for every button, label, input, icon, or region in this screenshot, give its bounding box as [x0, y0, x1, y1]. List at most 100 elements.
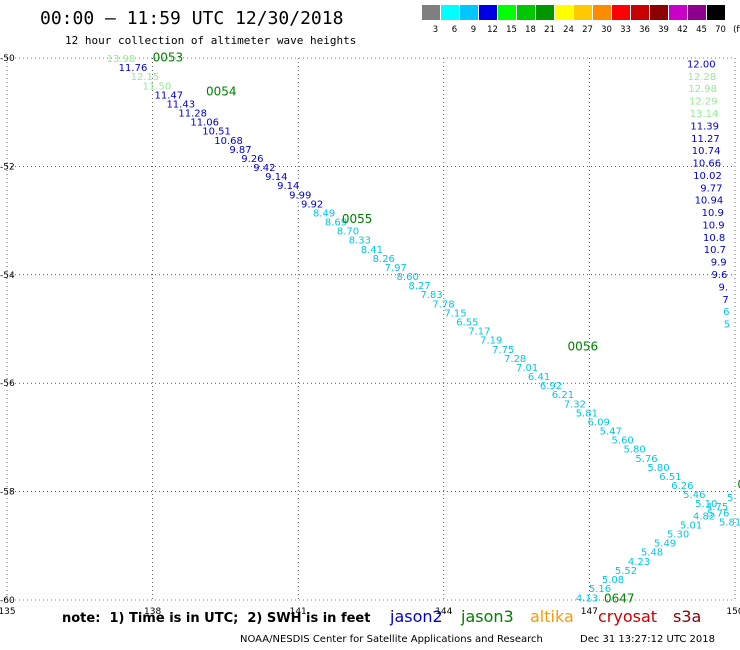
swh-value-label: 10.8 — [703, 233, 725, 244]
swh-value-label: 9.87 — [229, 145, 251, 156]
swh-value-label: 11.43 — [166, 99, 195, 110]
swh-value-label: 5.47 — [600, 427, 622, 438]
scale-label: 24 — [563, 25, 574, 35]
swh-value-label: 5.81 — [576, 408, 598, 419]
swh-value-label: 5 — [727, 493, 733, 504]
swh-value-label: 4.23 — [628, 557, 650, 568]
swh-value-label: 7.17 — [468, 327, 490, 338]
swh-value-label: 8.70 — [337, 227, 359, 238]
chart-title: 00:00 — 11:59 UTC 12/30/2018 — [40, 8, 344, 29]
swh-value-label: 11.39 — [690, 121, 719, 132]
scale-label: 45 — [696, 25, 707, 35]
swh-value-label: 13.98 — [107, 54, 136, 65]
swh-value-label: 6 — [723, 307, 729, 318]
swh-value-label: 11.76 — [119, 63, 148, 74]
swh-value-label: 5.80 — [647, 463, 669, 474]
pass-label: 0054 — [206, 85, 237, 99]
scale-swatch — [478, 5, 497, 20]
lon-tick-label: 147 — [581, 607, 598, 617]
swh-value-label: 12.00 — [687, 59, 716, 70]
scale-label: 70 — [715, 25, 726, 35]
swh-value-label: 7.83 — [420, 290, 442, 301]
swh-value-label: 5.01 — [680, 520, 702, 531]
swh-value-label: 10.02 — [693, 171, 722, 182]
lat-tick-label: -54 — [0, 271, 15, 281]
swh-value-label: 9.9 — [711, 258, 727, 269]
swh-value-label: 10.9 — [702, 220, 724, 231]
swh-value-label: 9.14 — [265, 172, 287, 183]
swh-value-label: 7.15 — [444, 308, 466, 319]
scale-swatch — [440, 5, 459, 20]
scale-swatch — [516, 5, 535, 20]
scale-label: 30 — [601, 25, 612, 35]
swh-value-label: 4.75 — [706, 502, 728, 513]
swh-value-label: 5.46 — [683, 490, 705, 501]
note-text: note: 1) Time is in UTC; 2) SWH is in fe… — [62, 611, 371, 626]
swh-value-label: 5.48 — [641, 548, 663, 559]
scale-label: 42 — [677, 25, 688, 35]
swh-value-label: 5 — [724, 320, 730, 331]
lat-tick-label: -50 — [0, 54, 15, 64]
scale-label: (ft) — [733, 25, 740, 35]
scale-swatch — [668, 5, 687, 20]
swh-value-label: 8.49 — [313, 208, 335, 219]
pass-label: 0056 — [568, 339, 599, 353]
swh-value-label: 4.82 — [693, 511, 715, 522]
pass-label: 005 — [737, 477, 740, 491]
scale-label: 39 — [658, 25, 669, 35]
swh-value-label: 12.15 — [131, 72, 160, 83]
lat-tick-label: -58 — [0, 488, 15, 498]
swh-value-label: 12.29 — [689, 97, 718, 108]
scale-label: 21 — [544, 25, 555, 35]
legend-jason2: jason2 — [390, 607, 443, 626]
swh-value-label: 6.09 — [588, 417, 610, 428]
swh-value-label: 10.94 — [695, 196, 724, 207]
lat-tick-label: -60 — [0, 596, 15, 606]
scale-label: 6 — [451, 25, 458, 35]
swh-value-label: 7 — [722, 295, 728, 306]
credit-text: NOAA/NESDIS Center for Satellite Applica… — [240, 634, 543, 645]
swh-value-label: 7.01 — [516, 363, 538, 374]
swh-value-label: 9.92 — [301, 199, 323, 210]
lat-tick-label: -52 — [0, 162, 15, 172]
lat-tick-label: -56 — [0, 379, 15, 389]
swh-value-label: 4.13 — [576, 593, 598, 604]
swh-value-label: 6.21 — [552, 390, 574, 401]
swh-value-label: 7.32 — [564, 399, 586, 410]
scale-swatch — [573, 5, 592, 20]
scale-swatch — [706, 5, 725, 20]
lon-tick-label: 144 — [435, 607, 452, 617]
swh-value-label: 8.60 — [397, 272, 419, 283]
swh-value-label: 8.26 — [373, 254, 395, 265]
swh-value-label: 7.19 — [480, 336, 502, 347]
swh-value-label: 5.49 — [654, 539, 676, 550]
swh-value-label: 11.28 — [178, 109, 207, 120]
swh-value-label: 5.76 — [635, 454, 657, 465]
swh-value-label: 7.78 — [432, 299, 454, 310]
swh-value-label: 5.80 — [623, 445, 645, 456]
swh-value-label: 9.14 — [277, 181, 299, 192]
pass-label: 0055 — [342, 212, 373, 226]
swh-value-label: 5.30 — [667, 529, 689, 540]
scale-swatch — [554, 5, 573, 20]
legend-jason3: jason3 — [461, 607, 514, 626]
timestamp-text: Dec 31 13:27:12 UTC 2018 — [580, 634, 715, 645]
swh-value-label: 9.6 — [711, 270, 727, 281]
swh-value-label: 5.16 — [589, 584, 611, 595]
swh-value-label: 5.10 — [695, 499, 717, 510]
swh-value-label: 9.26 — [241, 154, 263, 165]
swh-value-label: 6.55 — [456, 318, 478, 329]
scale-swatch — [497, 5, 516, 20]
swh-value-label: 5.76 — [707, 508, 729, 519]
legend-cryosat: cryosat — [598, 607, 658, 626]
scale-swatch — [592, 5, 611, 20]
scale-swatch — [459, 5, 478, 20]
scale-swatch — [535, 5, 554, 20]
swh-value-label: 11.27 — [691, 134, 720, 145]
scale-swatch — [421, 5, 440, 20]
swh-value-label: 6.26 — [671, 481, 693, 492]
swh-value-label: 10.68 — [214, 136, 243, 147]
swh-value-label: 12.98 — [688, 84, 717, 95]
swh-value-label: 10.9 — [702, 208, 724, 219]
